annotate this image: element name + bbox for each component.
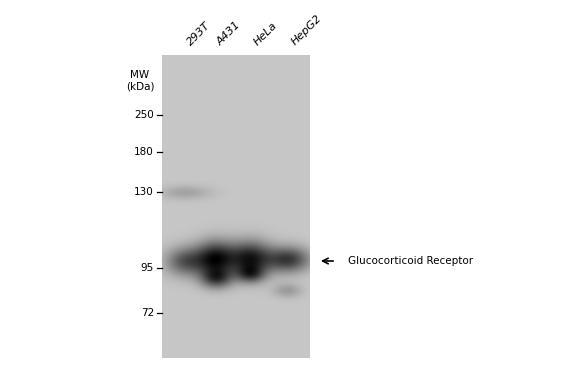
Text: Glucocorticoid Receptor: Glucocorticoid Receptor [348, 256, 473, 266]
Text: 72: 72 [141, 308, 154, 318]
Text: 130: 130 [134, 187, 154, 197]
Text: 95: 95 [141, 263, 154, 273]
Text: 250: 250 [134, 110, 154, 120]
Text: MW
(kDa): MW (kDa) [126, 70, 154, 91]
Text: 293T: 293T [185, 20, 212, 47]
Text: HeLa: HeLa [252, 20, 279, 47]
Text: A431: A431 [215, 19, 243, 47]
Text: HepG2: HepG2 [290, 13, 324, 47]
Text: 180: 180 [134, 147, 154, 157]
